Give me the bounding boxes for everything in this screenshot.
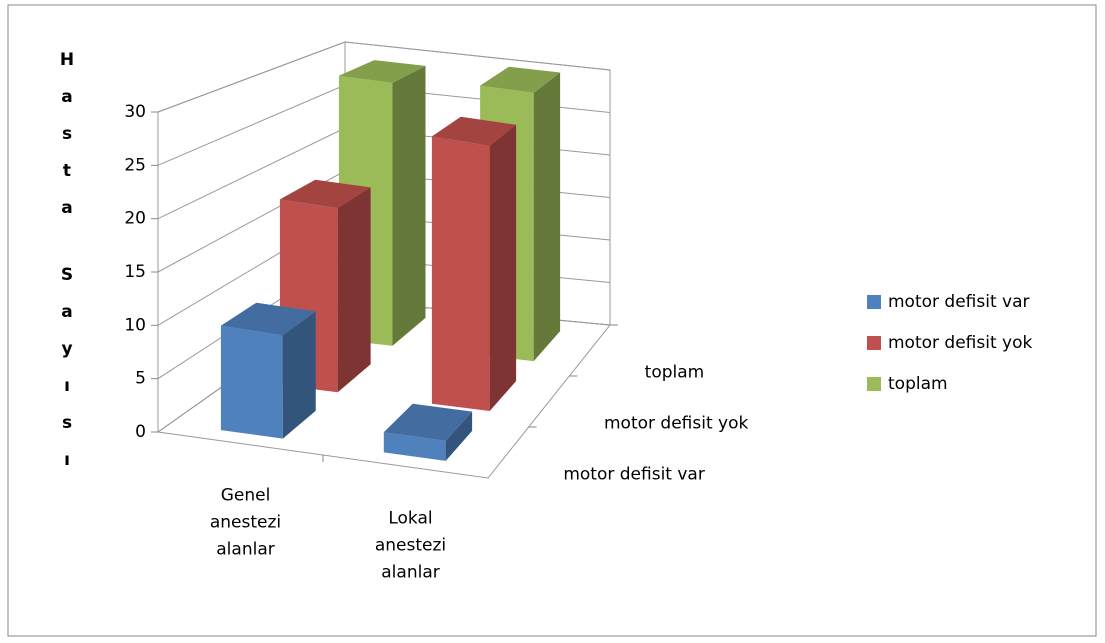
legend-swatch: [867, 377, 881, 391]
grid-line: [157, 41, 611, 113]
legend-label: motor defisit yok: [888, 333, 1032, 353]
z-tick-label: motor defisit var: [563, 465, 705, 485]
bar-front: [383, 432, 446, 461]
x-tick-label: Lokal anestezi alanlar: [375, 509, 446, 583]
y-tick-label: 20: [124, 209, 146, 229]
bar: [383, 403, 473, 461]
bar-top: [383, 403, 473, 441]
bar-top-shade: [383, 403, 473, 441]
z-tick-label: motor defisit yok: [604, 414, 748, 434]
bar: [431, 116, 517, 412]
legend-swatch: [867, 336, 881, 350]
bar-top: [220, 302, 316, 336]
bar-top-shade: [431, 116, 517, 146]
y-tick-label: 10: [124, 315, 146, 335]
bar-top-shade: [279, 179, 371, 209]
bar-side-shade: [445, 411, 473, 461]
y-tick-label: 0: [135, 422, 146, 442]
bar: [220, 302, 316, 439]
bar-top: [338, 60, 426, 83]
y-tick-label: 5: [135, 369, 146, 389]
bar-side-shade: [337, 187, 371, 393]
bar-side: [337, 187, 371, 393]
x-tick-label: Genel anestezi alanlar: [210, 486, 281, 560]
bar-side-shade: [533, 72, 561, 362]
bar-side-shade: [392, 65, 426, 346]
bar-top: [279, 179, 371, 209]
bar-side: [392, 65, 426, 346]
bar-side: [445, 411, 473, 461]
y-tick-label: 15: [124, 262, 146, 282]
bar-front: [431, 136, 490, 411]
bar-side: [282, 311, 316, 439]
bar-side: [533, 72, 561, 362]
bar-side-shade: [489, 124, 517, 412]
z-tick-label: toplam: [645, 363, 705, 383]
bar-front: [220, 325, 283, 439]
bar-side-shade: [282, 311, 316, 439]
legend-swatch: [867, 295, 881, 309]
bar-top-shade: [338, 60, 426, 83]
legend-label: toplam: [888, 374, 948, 394]
legend-label: motor defisit var: [888, 292, 1030, 312]
bar-top-shade: [220, 302, 316, 336]
bar-top: [431, 116, 517, 146]
y-tick-label: 25: [124, 155, 146, 175]
y-tick-label: 30: [124, 102, 146, 122]
bar-top-shade: [480, 66, 561, 93]
bar-side: [489, 124, 517, 412]
bar-top: [480, 66, 561, 93]
